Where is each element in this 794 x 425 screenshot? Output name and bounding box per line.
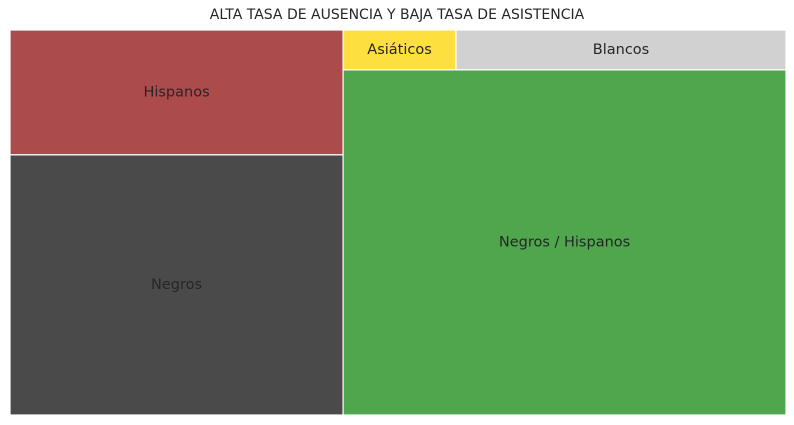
tile-asiaticos-label: Asiáticos	[367, 42, 432, 58]
tile-negros-hispanos-rect	[342, 69, 787, 416]
tile-negros-label: Negros	[151, 277, 202, 293]
tile-hispanos: Hispanos	[9, 29, 344, 156]
tile-asiaticos: Asiáticos	[342, 29, 457, 71]
tile-hispanos-label: Hispanos	[143, 84, 209, 100]
tile-blancos: Blancos	[455, 29, 787, 71]
tile-blancos-label: Blancos	[593, 42, 649, 58]
tile-blancos-rect	[455, 29, 787, 71]
chart-title: ALTA TASA DE AUSENCIA Y BAJA TASA DE ASI…	[209, 7, 585, 23]
tile-negros-hispanos: Negros / Hispanos	[342, 69, 787, 416]
tile-negros-hispanos-label: Negros / Hispanos	[499, 234, 630, 250]
tile-negros-rect	[9, 154, 344, 416]
tile-negros: Negros	[9, 154, 344, 416]
